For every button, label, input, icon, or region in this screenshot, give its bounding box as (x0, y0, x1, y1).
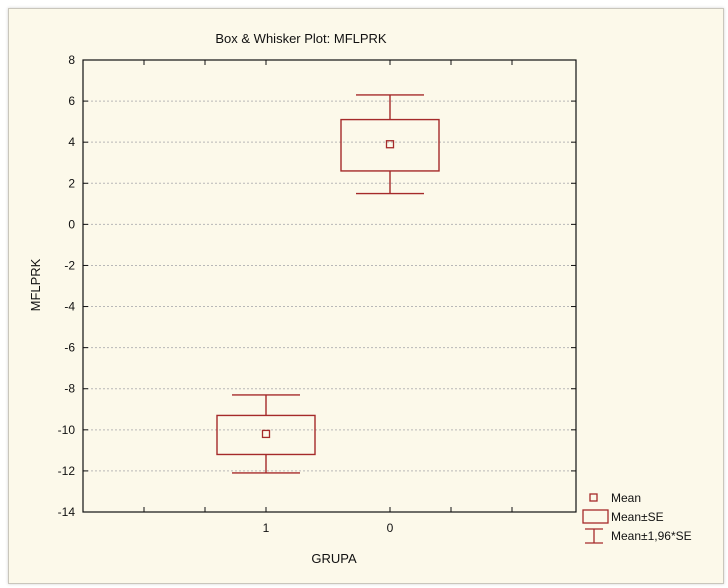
legend-item-whisker: Mean±1,96*SE (585, 528, 692, 544)
y-tick-label: -2 (64, 258, 75, 272)
y-tick-label: -14 (58, 505, 76, 519)
y-tick-label: -8 (64, 382, 75, 396)
se-box (216, 414, 316, 456)
legend-label: Mean±1,96*SE (611, 529, 692, 543)
legend-label: Mean±SE (611, 510, 664, 524)
mean-marker (261, 429, 271, 439)
y-tick-label: -12 (58, 464, 76, 478)
y-tick-label: -4 (64, 300, 75, 314)
gridlines (83, 100, 576, 472)
legend-label: Mean (611, 491, 641, 505)
x-tick-label: 0 (387, 521, 394, 535)
y-tick-label: -10 (58, 423, 76, 437)
x-tick-label: 1 (263, 521, 270, 535)
y-tick-label: 0 (68, 217, 75, 231)
y-axis-label: MFLPRK (28, 258, 43, 311)
se-box (340, 118, 440, 172)
mean-marker (385, 140, 395, 149)
y-tick-label: 2 (68, 176, 75, 190)
legend-mean-icon (589, 493, 598, 502)
legend-item-box: Mean±SE (582, 509, 664, 524)
boxes (216, 94, 440, 474)
y-tick-label: 8 (68, 53, 75, 67)
plot-frame (82, 59, 577, 513)
legend: Mean Mean±SE Mean±1,96*SE (582, 491, 692, 544)
y-tick-label: 4 (68, 135, 75, 149)
y-tick-label: -6 (64, 341, 75, 355)
x-axis-label: GRUPA (311, 551, 357, 566)
box-group-0 (340, 94, 440, 195)
y-tick-label: 6 (68, 94, 75, 108)
axes: 8 6 4 2 0 -2 -4 -6 -8 -10 -12 -14 1 0 (58, 53, 577, 535)
chart-panel (8, 8, 724, 584)
legend-item-mean: Mean (589, 491, 641, 505)
chart-title: Box & Whisker Plot: MFLPRK (215, 31, 387, 46)
legend-box-icon (582, 509, 609, 524)
box-group-1 (216, 394, 316, 474)
